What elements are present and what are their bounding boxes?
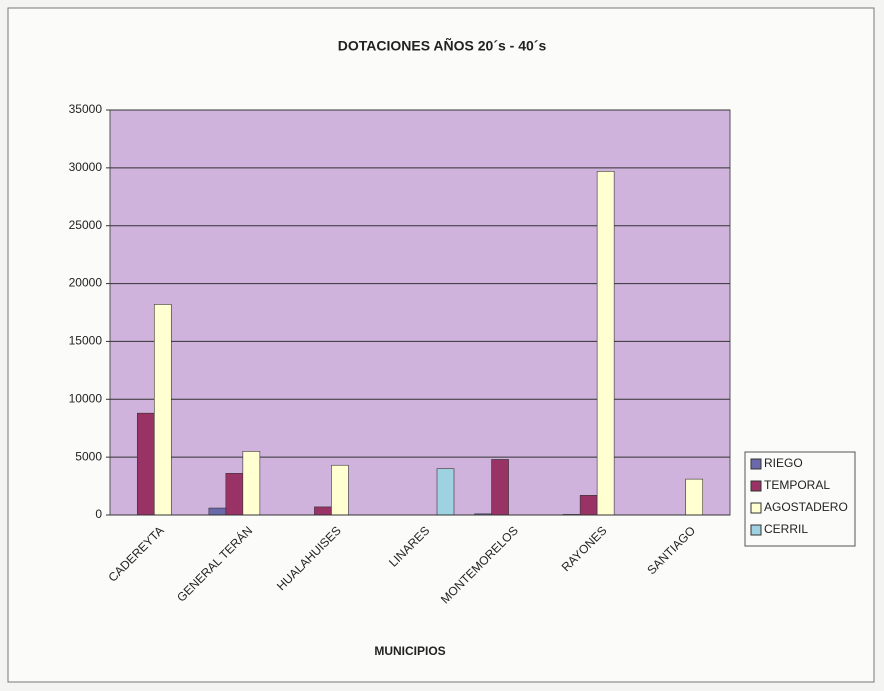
plot-area bbox=[109, 109, 731, 516]
bar bbox=[331, 464, 349, 516]
legend-swatch bbox=[750, 502, 762, 514]
legend-label: TEMPORAL bbox=[764, 478, 830, 492]
legend-swatch bbox=[750, 480, 762, 492]
legend-box bbox=[744, 451, 856, 547]
legend-label: AGOSTADERO bbox=[764, 500, 848, 514]
bar bbox=[208, 507, 227, 516]
bar bbox=[225, 473, 244, 516]
bar bbox=[136, 412, 155, 516]
y-tick-label: 10000 bbox=[69, 391, 103, 405]
legend-label: CERRIL bbox=[764, 522, 808, 536]
bar bbox=[436, 468, 455, 516]
bar bbox=[491, 459, 509, 516]
y-tick-label: 30000 bbox=[69, 160, 103, 174]
bar bbox=[242, 451, 261, 516]
y-tick-label: 15000 bbox=[69, 334, 103, 348]
bar bbox=[579, 495, 598, 516]
legend-swatch bbox=[750, 524, 762, 536]
y-tick-label: 0 bbox=[95, 507, 102, 521]
bar bbox=[314, 506, 332, 516]
legend-swatch bbox=[750, 458, 762, 470]
legend-label: RIEGO bbox=[764, 456, 803, 470]
y-tick-label: 5000 bbox=[75, 449, 102, 463]
bar bbox=[596, 171, 615, 516]
y-tick-label: 35000 bbox=[69, 102, 103, 116]
y-tick-label: 25000 bbox=[69, 218, 103, 232]
x-axis-title: MUNICIPIOS bbox=[374, 644, 445, 658]
y-tick-label: 20000 bbox=[69, 276, 103, 290]
bar bbox=[153, 304, 172, 516]
chart-title: DOTACIONES AÑOS 20´s - 40´s bbox=[338, 37, 547, 54]
bar bbox=[685, 478, 704, 516]
